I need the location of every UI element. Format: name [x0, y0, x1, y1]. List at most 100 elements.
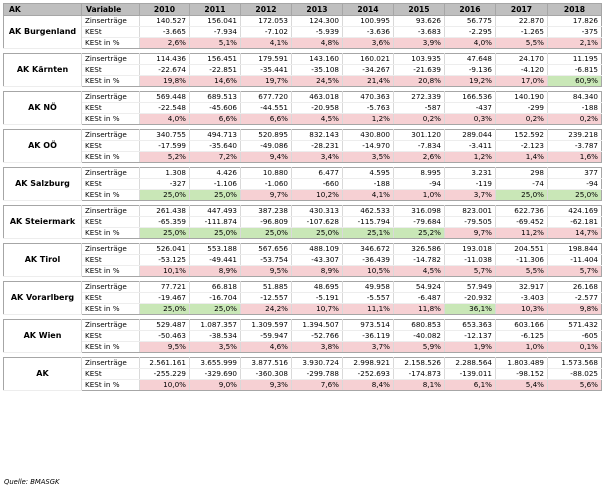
value-cell: 26.168 — [547, 281, 602, 293]
value-cell: -3.403 — [495, 292, 548, 304]
value-cell: 172.053 — [240, 15, 292, 27]
value-cell: 51.885 — [240, 281, 292, 293]
value-cell: 6,6% — [240, 113, 292, 125]
value-cell: 387.238 — [240, 205, 292, 217]
value-cell: 3,5% — [189, 341, 241, 353]
header-year: 2016 — [444, 3, 496, 16]
value-cell: -74 — [495, 178, 548, 190]
value-cell: 4,6% — [240, 341, 292, 353]
value-cell: 66.818 — [189, 281, 241, 293]
value-cell: 25,0% — [291, 227, 343, 239]
value-cell: 19,2% — [444, 75, 496, 87]
value-cell: -44.551 — [240, 102, 292, 114]
value-cell: -79.684 — [393, 216, 445, 228]
value-cell: 470.363 — [342, 91, 394, 103]
value-cell: 8.995 — [393, 167, 445, 179]
value-cell: 84.340 — [547, 91, 602, 103]
value-cell: -14.782 — [393, 254, 445, 266]
value-cell: 24,2% — [240, 303, 292, 315]
variable-label: Zinserträge — [81, 319, 140, 331]
variable-label: Zinserträge — [81, 243, 140, 255]
variable-label: KESt — [81, 102, 140, 114]
value-cell: 9,4% — [240, 151, 292, 163]
value-cell: 430.800 — [342, 129, 394, 141]
zinsertraege-row: AK Salzburg Zinserträge 1.308 4.426 10.880 6.… — [3, 167, 602, 201]
value-cell: -5.191 — [291, 292, 343, 304]
value-cell: 1,0% — [495, 341, 548, 353]
group-name: AK Vorarlberg — [3, 281, 82, 315]
group-name: AK — [3, 357, 82, 391]
value-cell: 677.720 — [240, 91, 292, 103]
value-cell: -98.152 — [495, 368, 548, 380]
variable-label: KESt in % — [81, 227, 140, 239]
kest-row: KESt -22.674 -22.851 -35.441 -35.108 -34.267-… — [4, 64, 602, 76]
group-name: AK Wien — [3, 319, 82, 353]
value-cell: 2,6% — [393, 151, 445, 163]
kest-row: KESt -50.463 -38.534 -59.947 -52.766 -36.119-… — [4, 330, 602, 342]
zinsertraege-row: AK NÖ Zinserträge 569.448 689.513 677.720 463… — [3, 91, 602, 125]
value-cell: 25,0% — [189, 189, 241, 201]
zinsertraege-row: AK OÖ Zinserträge 340.755 494.713 520.895 832… — [3, 129, 602, 163]
value-cell: 462.533 — [342, 205, 394, 217]
variable-label: KESt — [81, 330, 140, 342]
header-row: AK Variable 2010 2011 2012 2013 2014 201… — [3, 3, 602, 16]
zinsertraege-row: AK Steiermark Zinserträge 261.438 447.493 38… — [3, 205, 602, 239]
value-cell: 4,1% — [240, 37, 292, 49]
variable-label: KESt in % — [81, 113, 140, 125]
kest-percent-row: KESt in % 9,5% 3,5% 4,6% 3,8% 3,7% 5,9% 1,9% 1,0… — [4, 341, 602, 353]
value-cell: 9,3% — [240, 379, 292, 391]
value-cell: 680.853 — [393, 319, 445, 331]
value-cell: -252.693 — [342, 368, 394, 380]
value-cell: 57.949 — [444, 281, 496, 293]
value-cell: 204.551 — [495, 243, 548, 255]
value-cell: -437 — [444, 102, 496, 114]
value-cell: -327 — [139, 178, 190, 190]
value-cell: 0,1% — [547, 341, 602, 353]
value-cell: 571.432 — [547, 319, 602, 331]
value-cell: 2.158.526 — [393, 357, 445, 369]
value-cell: 8,4% — [342, 379, 394, 391]
table-body: AK Burgenland Zinserträge 140.527 156.041 17… — [3, 15, 602, 391]
value-cell: 48.695 — [291, 281, 343, 293]
value-cell: 14,7% — [547, 227, 602, 239]
kest-percent-row: KESt in % 4,0% 6,6% 6,6% 4,5% 1,2% 0,2% 0,3% 0,2… — [4, 113, 602, 125]
value-cell: -38.534 — [189, 330, 241, 342]
value-cell: -45.606 — [189, 102, 241, 114]
header-ak: AK — [3, 3, 82, 16]
value-cell: 603.166 — [495, 319, 548, 331]
value-cell: 1.394.507 — [291, 319, 343, 331]
variable-label: KESt in % — [81, 265, 140, 277]
value-cell: 4.595 — [342, 167, 394, 179]
value-cell: 553.188 — [189, 243, 241, 255]
value-cell: -255.229 — [139, 368, 190, 380]
variable-label: KESt in % — [81, 189, 140, 201]
value-cell: 3,4% — [291, 151, 343, 163]
kest-row: KESt -17.599 -35.640 -49.086 -28.231 -14.970-… — [4, 140, 602, 152]
variable-label: KESt in % — [81, 37, 140, 49]
header-year: 2011 — [189, 3, 241, 16]
zinsertraege-row: AK Wien Zinserträge 529.487 1.087.357 1.309.… — [3, 319, 602, 353]
value-cell: -11.404 — [547, 254, 602, 266]
value-cell: 25,2% — [393, 227, 445, 239]
value-cell: -587 — [393, 102, 445, 114]
variable-label: Zinserträge — [81, 167, 140, 179]
value-cell: 10,0% — [139, 379, 190, 391]
value-cell: 3,9% — [393, 37, 445, 49]
kest-percent-row: KESt in % 25,0% 25,0% 25,0% 25,0% 25,1% 25,2% 9… — [4, 227, 602, 239]
value-cell: 25,0% — [189, 303, 241, 315]
value-cell: -40.082 — [393, 330, 445, 342]
value-cell: 36,1% — [444, 303, 496, 315]
value-cell: -174.873 — [393, 368, 445, 380]
value-cell: -9.136 — [444, 64, 496, 76]
variable-label: KESt — [81, 216, 140, 228]
value-cell: 25,0% — [139, 189, 190, 201]
value-cell: -35.640 — [189, 140, 241, 152]
value-cell: -69.452 — [495, 216, 548, 228]
value-cell: 160.021 — [342, 53, 394, 65]
value-cell: 156.041 — [189, 15, 241, 27]
value-cell: -49.086 — [240, 140, 292, 152]
variable-label: KESt in % — [81, 303, 140, 315]
value-cell: 25,0% — [495, 189, 548, 201]
value-cell: 25,1% — [342, 227, 394, 239]
group-name: AK Salzburg — [3, 167, 82, 201]
